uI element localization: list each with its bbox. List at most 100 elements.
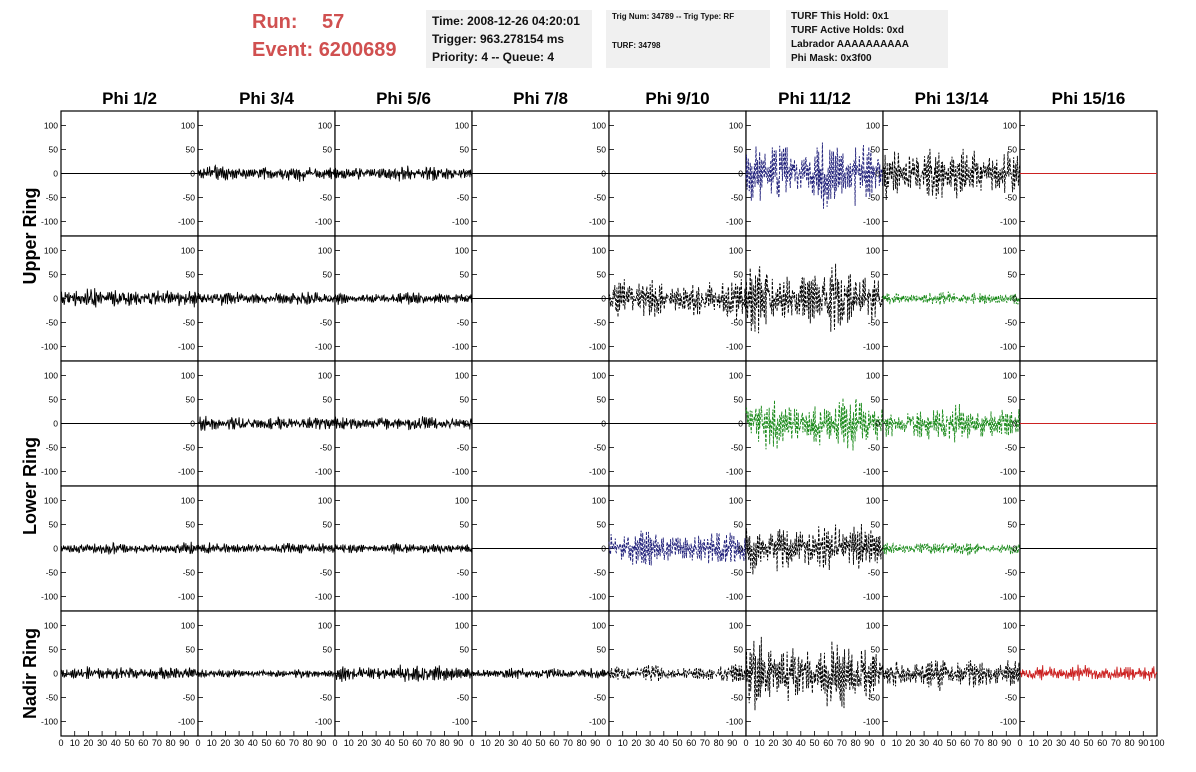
y-tick-label: 100 [1003, 121, 1017, 131]
y-tick-label: -50 [594, 567, 607, 577]
y-tick-label: 0 [327, 294, 332, 304]
x-tick-label: 80 [1125, 738, 1135, 748]
y-tick-label: 50 [323, 395, 333, 405]
y-tick-label: -50 [46, 442, 59, 452]
y-tick-label: -50 [46, 692, 59, 702]
waveform-trace [334, 664, 473, 682]
ring-label: Lower Ring [20, 437, 40, 535]
y-tick-label: 100 [318, 246, 332, 256]
x-tick-label: 30 [234, 738, 244, 748]
y-tick-label: -100 [726, 216, 743, 226]
ring-label: Upper Ring [20, 188, 40, 285]
x-tick-label: 50 [261, 738, 271, 748]
y-tick-label: -50 [457, 192, 470, 202]
y-tick-label: -50 [731, 442, 744, 452]
y-tick-label: 100 [592, 371, 606, 381]
x-tick-label: 30 [645, 738, 655, 748]
column-title: Phi 9/10 [645, 89, 709, 108]
y-tick-label: -100 [1000, 341, 1017, 351]
x-tick-label: 70 [837, 738, 847, 748]
x-tick-label: 40 [796, 738, 806, 748]
y-tick-label: 0 [53, 169, 58, 179]
x-tick-label: 70 [1111, 738, 1121, 748]
y-tick-label: -100 [41, 341, 58, 351]
waveform-trace [1019, 664, 1158, 682]
x-tick-label: 60 [412, 738, 422, 748]
y-tick-label: -100 [863, 591, 880, 601]
column-title: Phi 15/16 [1052, 89, 1126, 108]
column-title: Phi 5/6 [376, 89, 431, 108]
y-tick-label: 100 [1003, 246, 1017, 256]
y-tick-label: -50 [320, 192, 333, 202]
y-tick-label: 50 [734, 395, 744, 405]
y-tick-label: -50 [1005, 692, 1018, 702]
y-tick-label: 50 [460, 270, 470, 280]
x-tick-label: 100 [1149, 738, 1164, 748]
x-tick-label: 10 [618, 738, 628, 748]
waveform-trace [745, 397, 884, 451]
y-tick-label: -50 [731, 567, 744, 577]
y-tick-label: 50 [460, 520, 470, 530]
x-tick-label: 0 [880, 738, 885, 748]
y-tick-label: 100 [318, 621, 332, 631]
x-tick-label: 10 [70, 738, 80, 748]
x-tick-label: 40 [522, 738, 532, 748]
x-tick-label: 50 [398, 738, 408, 748]
waveform-trace [197, 542, 336, 554]
y-tick-label: -100 [726, 466, 743, 476]
y-tick-label: -50 [320, 442, 333, 452]
waveform-trace [197, 164, 336, 182]
y-tick-label: -100 [178, 716, 195, 726]
y-tick-label: 100 [866, 621, 880, 631]
y-tick-label: 0 [875, 669, 880, 679]
x-tick-label: 80 [851, 738, 861, 748]
turf-this-hold-text: TURF This Hold: 0x1 [791, 11, 889, 22]
y-tick-label: 100 [44, 496, 58, 506]
waveform-trace [197, 668, 336, 679]
waveform-trace [60, 666, 199, 680]
y-tick-label: 0 [53, 669, 58, 679]
x-tick-label: 0 [1017, 738, 1022, 748]
x-tick-label: 90 [453, 738, 463, 748]
y-tick-label: -50 [46, 567, 59, 577]
y-tick-label: -50 [320, 567, 333, 577]
waveform-trace [745, 263, 884, 334]
x-tick-label: 50 [672, 738, 682, 748]
waveform-trace [882, 660, 1021, 692]
y-tick-label: 100 [729, 621, 743, 631]
y-tick-label: -100 [178, 466, 195, 476]
y-tick-label: -100 [452, 341, 469, 351]
waveform-trace [745, 636, 884, 711]
y-tick-label: -100 [315, 341, 332, 351]
waveform-trace [608, 279, 747, 320]
y-tick-label: 0 [601, 294, 606, 304]
run-event-box: Run: 57 Event: 6200689 [252, 8, 397, 64]
y-tick-label: 100 [1003, 621, 1017, 631]
y-tick-label: -100 [863, 216, 880, 226]
y-tick-label: -100 [726, 716, 743, 726]
x-tick-label: 0 [332, 738, 337, 748]
y-tick-label: 0 [327, 544, 332, 554]
y-tick-label: -50 [594, 692, 607, 702]
y-tick-label: 0 [601, 544, 606, 554]
waveform-trace [60, 541, 199, 555]
waveform-trace [334, 165, 473, 182]
x-tick-label: 30 [97, 738, 107, 748]
x-tick-label: 90 [1001, 738, 1011, 748]
y-tick-label: -100 [41, 591, 58, 601]
y-tick-label: 100 [455, 371, 469, 381]
y-tick-label: 100 [729, 246, 743, 256]
y-tick-label: -50 [1005, 442, 1018, 452]
y-tick-label: 50 [871, 270, 881, 280]
x-tick-label: 20 [768, 738, 778, 748]
turf-info-box: TURF This Hold: 0x1 TURF Active Holds: 0… [786, 10, 948, 68]
y-tick-label: -50 [731, 317, 744, 327]
y-tick-label: -100 [452, 216, 469, 226]
y-tick-label: -100 [452, 591, 469, 601]
y-tick-label: 50 [186, 270, 196, 280]
y-tick-label: 100 [592, 621, 606, 631]
y-tick-label: 0 [1012, 544, 1017, 554]
x-tick-label: 20 [631, 738, 641, 748]
y-tick-label: 50 [871, 145, 881, 155]
y-tick-label: 50 [460, 395, 470, 405]
